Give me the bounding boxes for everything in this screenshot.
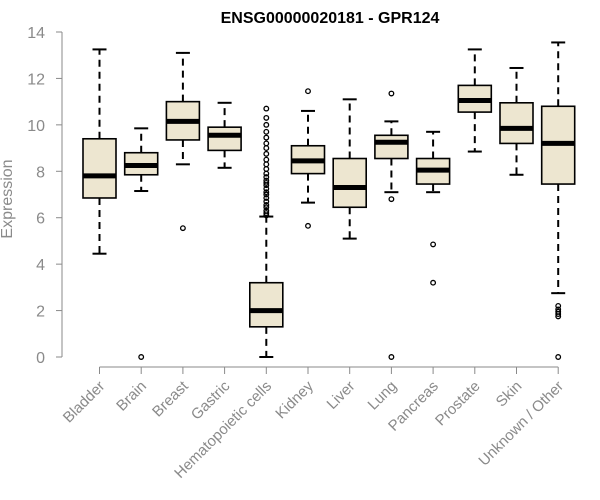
chart-title: ENSG00000020181 - GPR124	[221, 10, 440, 27]
outlier-point	[555, 306, 562, 313]
x-tick-label: Kidney	[272, 377, 317, 422]
outlier-point	[555, 354, 562, 360]
outlier-point	[263, 179, 270, 186]
outlier-point	[263, 201, 270, 208]
outlier-point	[263, 210, 270, 217]
outlier-point	[263, 150, 270, 157]
outlier-point	[305, 88, 311, 95]
outlier-point	[263, 161, 270, 168]
box-bladder	[82, 48, 117, 255]
box-hematopoietic-cells	[249, 105, 284, 358]
outlier-point	[263, 191, 270, 198]
outlier-point	[263, 207, 270, 214]
y-axis: 0 2 4 6 8 10 12 14	[27, 25, 63, 367]
outlier-point	[388, 90, 395, 97]
outlier-point	[555, 308, 562, 315]
outlier-point	[388, 196, 395, 203]
outlier-point	[430, 279, 437, 286]
iqr-box	[374, 134, 409, 160]
outlier-point	[263, 204, 270, 211]
y-tick-label: 0	[36, 350, 45, 367]
box-liver	[332, 98, 368, 240]
box-series	[82, 41, 576, 360]
outlier-point	[263, 174, 270, 181]
outlier-point	[138, 354, 145, 360]
iqr-box	[207, 126, 242, 152]
y-tick-label: 4	[36, 257, 45, 274]
outlier-point	[263, 140, 270, 147]
iqr-box	[499, 102, 534, 145]
x-tick-label: Brain	[113, 378, 150, 415]
outlier-point	[179, 225, 186, 232]
iqr-box	[82, 137, 117, 199]
box-brain	[123, 127, 159, 360]
outlier-point	[555, 302, 562, 309]
outlier-point	[263, 121, 270, 128]
box-breast	[165, 51, 201, 232]
box-skin	[499, 66, 534, 176]
y-tick-label: 10	[27, 118, 45, 135]
outlier-point	[263, 156, 270, 163]
box-kidney	[290, 88, 326, 229]
x-tick-label: Skin	[493, 378, 526, 411]
y-axis-label: Expression	[0, 159, 16, 238]
outlier-point	[263, 195, 270, 201]
y-tick-label: 6	[36, 211, 45, 228]
y-tick-label: 14	[27, 25, 45, 42]
outlier-point	[263, 128, 270, 135]
y-tick-label: 12	[27, 71, 45, 88]
iqr-box	[249, 281, 284, 328]
x-tick-label: Liver	[324, 378, 359, 413]
x-tick-label: Lung	[365, 378, 401, 414]
outlier-point	[430, 241, 437, 248]
x-tick-label: Bladder	[60, 378, 109, 427]
iqr-box	[332, 157, 368, 209]
outlier-point	[263, 105, 270, 112]
y-tick-label: 2	[36, 304, 45, 321]
box-unknown-other	[540, 41, 576, 360]
y-tick-label: 8	[36, 164, 45, 181]
box-pancreas	[415, 130, 451, 286]
outlier-point	[263, 145, 270, 152]
outlier-point	[263, 189, 270, 196]
box-gastric	[207, 101, 242, 169]
outlier-point	[263, 177, 270, 184]
x-tick-label: Breast	[149, 377, 192, 420]
box-lung	[374, 90, 409, 360]
outlier-point	[263, 114, 270, 121]
outlier-point	[388, 354, 395, 360]
outlier-point	[305, 222, 311, 229]
outlier-point	[263, 134, 270, 141]
outlier-point	[263, 185, 270, 192]
box-prostate	[457, 48, 493, 153]
x-tick-label: Prostate	[432, 378, 484, 430]
outlier-point	[263, 166, 270, 172]
outlier-point	[263, 198, 270, 205]
